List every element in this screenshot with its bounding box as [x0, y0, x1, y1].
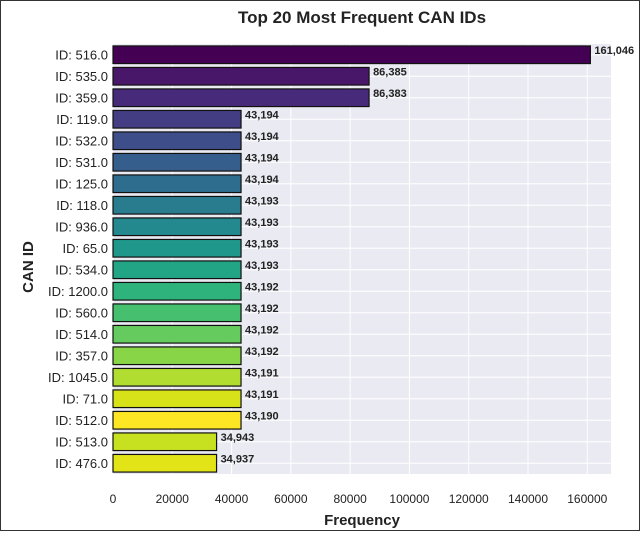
data-label: 86,383: [373, 88, 407, 100]
bars: [112, 45, 591, 473]
bar: [112, 174, 242, 194]
data-label: 43,192: [245, 303, 279, 315]
bar: [112, 195, 242, 215]
bar: [112, 303, 242, 323]
bar: [112, 66, 370, 86]
y-tick-label: ID: 513.0: [55, 434, 108, 449]
x-axis-label: Frequency: [324, 512, 401, 529]
y-tick-labels: ID: 516.0 ID: 535.0 ID: 359.0 ID: 119.0 ID: …: [48, 47, 108, 471]
data-label: 43,191: [245, 367, 279, 379]
y-tick-label: ID: 65.0: [62, 241, 108, 256]
data-label: 43,194: [245, 152, 280, 164]
data-labels: 161,046 86,385 86,383 43,194 43,194 43,194 43,…: [221, 45, 635, 466]
bar: [112, 367, 242, 387]
y-tick-label: ID: 1045.0: [48, 370, 108, 385]
data-label: 86,385: [373, 66, 407, 78]
y-tick-label: ID: 534.0: [55, 262, 108, 277]
y-tick-label: ID: 936.0: [55, 219, 108, 234]
data-label: 43,193: [245, 217, 279, 229]
y-tick-label: ID: 531.0: [55, 155, 108, 170]
bar: [112, 152, 242, 172]
data-label: 161,046: [594, 45, 634, 57]
x-tick-label: 160000: [567, 492, 607, 506]
plot-area: [113, 44, 611, 474]
bar: [112, 389, 242, 409]
x-tick-label: 80000: [333, 492, 367, 506]
y-tick-label: ID: 514.0: [55, 327, 108, 342]
data-label: 43,192: [245, 281, 279, 293]
data-label: 34,943: [221, 432, 255, 444]
y-tick-label: ID: 125.0: [55, 176, 108, 191]
y-tick-label: ID: 532.0: [55, 133, 108, 148]
bar: [112, 453, 218, 473]
bar: [112, 217, 242, 237]
x-tick-label: 0: [110, 492, 117, 506]
data-label: 43,191: [245, 389, 279, 401]
data-label: 43,194: [245, 131, 280, 143]
x-tick-label: 100000: [389, 492, 429, 506]
x-tick-label: 120000: [449, 492, 489, 506]
x-tick-label: 20000: [156, 492, 190, 506]
data-label: 34,937: [221, 453, 255, 465]
bar: [112, 88, 370, 108]
data-label: 43,194: [245, 174, 280, 186]
y-tick-label: ID: 560.0: [55, 305, 108, 320]
y-tick-label: ID: 119.0: [56, 112, 108, 127]
chart-title: Top 20 Most Frequent CAN IDs: [238, 8, 486, 27]
data-label: 43,190: [245, 410, 279, 422]
y-tick-label: ID: 476.0: [55, 456, 108, 471]
x-tick-label: 140000: [508, 492, 548, 506]
bar: [112, 45, 591, 65]
x-tick-label: 60000: [274, 492, 308, 506]
data-label: 43,193: [245, 238, 279, 250]
bar: [112, 238, 242, 258]
y-tick-label: ID: 71.0: [62, 391, 108, 406]
y-tick-label: ID: 512.0: [55, 413, 108, 428]
y-tick-label: ID: 359.0: [55, 90, 108, 105]
bar: [112, 281, 242, 301]
bar: [112, 131, 242, 151]
y-tick-label: ID: 357.0: [55, 348, 108, 363]
y-axis-label: CAN ID: [20, 241, 37, 293]
x-tick-labels: 0 20000 40000 60000 80000 100000 120000 140000 1…: [110, 492, 608, 506]
bar: [112, 260, 242, 280]
y-tick-label: ID: 118.0: [56, 198, 108, 213]
y-tick-label: ID: 516.0: [55, 47, 108, 62]
data-label: 43,192: [245, 346, 279, 358]
bar: [112, 324, 242, 344]
y-tick-label: ID: 1200.0: [48, 284, 108, 299]
bar: [112, 346, 242, 366]
data-label: 43,193: [245, 260, 279, 272]
x-tick-label: 40000: [215, 492, 249, 506]
y-tick-label: ID: 535.0: [55, 69, 108, 84]
data-label: 43,192: [245, 324, 279, 336]
bar: [112, 432, 218, 452]
data-label: 43,194: [245, 109, 280, 121]
data-label: 43,193: [245, 195, 279, 207]
bar: [112, 410, 242, 430]
bar: [112, 109, 242, 129]
